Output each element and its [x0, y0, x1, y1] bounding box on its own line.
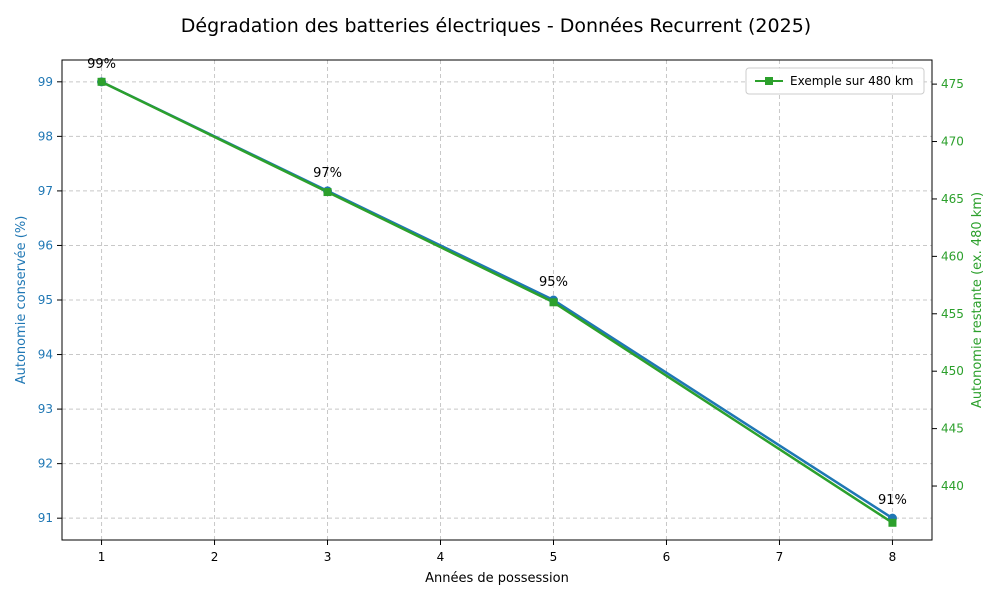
x-axis-label: Années de possession — [425, 571, 569, 586]
data-point-square — [549, 298, 558, 307]
data-point-square — [97, 77, 106, 86]
x-tick-label: 5 — [550, 550, 558, 564]
chart-title: Dégradation des batteries électriques - … — [181, 15, 811, 37]
axis-ticks: 1 2 3 4 5 6 7 8 91 92 93 94 95 96 97 98 99 440 445 450 455 46… — [38, 75, 964, 564]
x-tick-label: 2 — [211, 550, 219, 564]
y-right-tick-label: 470 — [941, 135, 964, 149]
y-left-tick-label: 95 — [38, 293, 53, 307]
x-tick-label: 8 — [889, 550, 897, 564]
y-left-tick-label: 98 — [38, 129, 53, 143]
legend: Exemple sur 480 km — [745, 67, 925, 95]
y-right-tick-label: 445 — [941, 422, 964, 436]
data-labels: 99% 97% 95% 91% — [87, 57, 907, 508]
y-left-tick-label: 92 — [38, 457, 53, 471]
y-left-tick-label: 97 — [38, 184, 53, 198]
x-tick-label: 4 — [437, 550, 445, 564]
y-right-tick-label: 440 — [941, 479, 964, 493]
y-right-tick-label: 460 — [941, 249, 964, 263]
x-tick-label: 6 — [663, 550, 671, 564]
series-lines — [100, 80, 894, 524]
y-left-tick-label: 91 — [38, 511, 53, 525]
legend-entry-label: Exemple sur 480 km — [790, 74, 914, 88]
series-line-right — [100, 80, 894, 524]
grid — [62, 60, 932, 540]
data-label: 99% — [87, 57, 116, 72]
y-left-tick-label: 96 — [38, 238, 53, 252]
legend-box — [745, 67, 925, 95]
legend-square-marker — [765, 77, 773, 85]
data-label: 97% — [313, 166, 342, 181]
x-tick-label: 3 — [324, 550, 332, 564]
x-tick-label: 7 — [776, 550, 784, 564]
y-left-tick-label: 99 — [38, 75, 53, 89]
y-right-tick-label: 475 — [941, 77, 964, 91]
y-left-tick-label: 94 — [38, 348, 53, 362]
y-left-tick-label: 93 — [38, 402, 53, 416]
data-label: 91% — [878, 493, 907, 508]
data-point-square — [888, 518, 897, 527]
y-right-tick-label: 450 — [941, 364, 964, 378]
data-label: 95% — [539, 275, 568, 290]
y-axis-right-label: Autonomie restante (ex. 480 km) — [970, 192, 985, 408]
y-right-tick-label: 465 — [941, 192, 964, 206]
y-axis-left-label: Autonomie conservée (%) — [14, 216, 29, 385]
series-markers — [97, 77, 897, 527]
data-point-square — [323, 188, 332, 197]
y-right-tick-label: 455 — [941, 307, 964, 321]
x-tick-label: 1 — [98, 550, 106, 564]
